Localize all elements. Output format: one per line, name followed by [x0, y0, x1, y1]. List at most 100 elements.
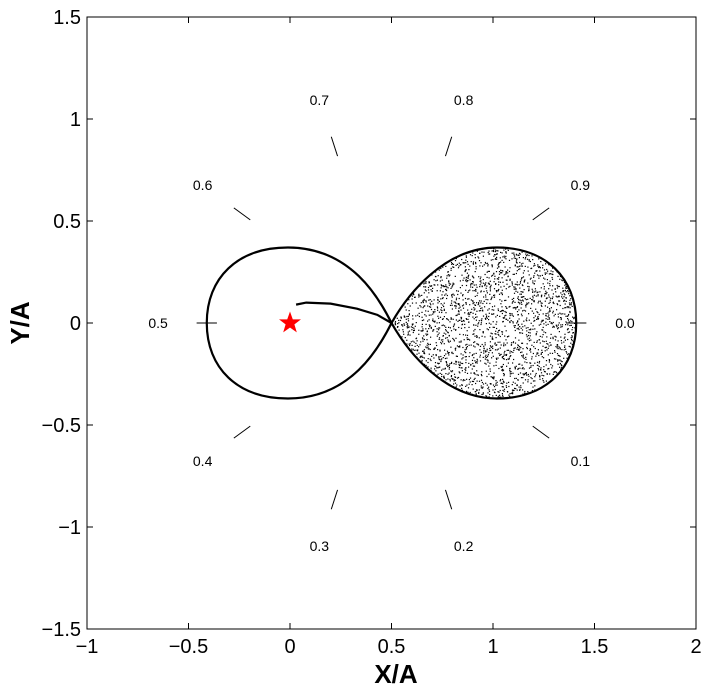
particle-dot — [427, 358, 429, 360]
particle-dot — [419, 344, 421, 346]
particle-dot — [514, 342, 517, 344]
particle-dot — [406, 323, 409, 325]
particle-dot — [545, 364, 547, 366]
particle-dot — [556, 284, 558, 287]
particle-dot — [522, 373, 524, 375]
particle-dot — [522, 262, 524, 264]
particle-dot — [418, 315, 420, 318]
particle-dot — [501, 252, 503, 254]
x-tick-label: 0 — [284, 636, 295, 658]
particle-dot — [544, 272, 546, 274]
particle-dot — [501, 356, 503, 358]
particle-dot — [561, 279, 563, 281]
particle-dot — [501, 386, 503, 388]
particle-dot — [467, 309, 469, 311]
particle-dot — [497, 308, 499, 310]
particle-dot — [534, 315, 536, 317]
particle-dot — [441, 373, 443, 375]
particle-dot — [527, 303, 529, 305]
particle-dot — [547, 270, 549, 272]
particle-dot — [500, 286, 502, 288]
particle-dot — [500, 310, 503, 312]
particle-dot — [460, 362, 462, 364]
particle-dot — [408, 343, 410, 345]
particle-dot — [415, 322, 417, 324]
particle-dot — [550, 307, 552, 309]
particle-dot — [466, 318, 468, 320]
particle-dot — [437, 307, 439, 309]
particle-dot — [548, 359, 551, 362]
particle-dot — [508, 335, 510, 337]
particle-dot — [496, 384, 498, 386]
particle-dot — [553, 302, 555, 305]
particle-dot — [427, 361, 429, 364]
particle-dot — [472, 286, 474, 288]
particle-dot — [548, 317, 550, 319]
particle-dot — [475, 362, 477, 364]
particle-dot — [452, 352, 454, 355]
particle-dot — [504, 350, 506, 352]
particle-dot — [564, 289, 566, 291]
particle-dot — [566, 287, 568, 289]
particle-dot — [437, 309, 439, 311]
particle-dot — [455, 347, 457, 349]
phase-label: 0.3 — [310, 538, 330, 554]
particle-dot — [473, 324, 475, 326]
particle-dot — [520, 332, 522, 334]
particle-dot — [427, 320, 429, 322]
particle-dot — [425, 315, 427, 317]
particle-dot — [526, 336, 528, 338]
particle-dot — [502, 281, 504, 283]
particle-dot — [446, 286, 448, 288]
particle-dot — [445, 333, 447, 335]
particle-dot — [433, 279, 435, 281]
particle-dot — [568, 293, 570, 295]
particle-dot — [508, 259, 511, 261]
particle-dot — [496, 358, 498, 360]
particle-dot — [477, 325, 479, 327]
particle-dot — [530, 373, 532, 375]
particle-dot — [530, 322, 532, 324]
particle-dot — [469, 254, 472, 256]
particle-dot — [530, 366, 532, 368]
particle-dot — [469, 352, 471, 354]
particle-dot — [476, 360, 479, 362]
particle-dot — [419, 356, 421, 359]
particle-dot — [522, 348, 524, 350]
particle-dot — [513, 257, 515, 259]
particle-dot — [426, 339, 428, 341]
particle-dot — [451, 300, 453, 302]
particle-dot — [542, 319, 544, 321]
particle-dot — [480, 387, 482, 389]
particle-dot — [478, 260, 481, 262]
particle-dot — [541, 356, 543, 358]
particle-dot — [526, 362, 528, 364]
particle-dot — [467, 276, 469, 278]
particle-dot — [533, 320, 535, 322]
particle-dot — [524, 279, 526, 281]
particle-dot — [515, 307, 517, 309]
particle-dot — [561, 294, 563, 296]
particle-dot — [532, 352, 534, 355]
particle-dot — [507, 269, 509, 271]
particle-dot — [551, 289, 553, 291]
particle-dot — [448, 326, 450, 328]
particle-dot — [478, 380, 481, 382]
particle-dot — [468, 269, 470, 271]
particle-dot — [473, 378, 475, 381]
particle-dot — [494, 254, 496, 256]
particle-dot — [502, 358, 505, 360]
particle-dot — [509, 355, 511, 358]
particle-dot — [440, 267, 442, 270]
particle-dot — [466, 280, 468, 282]
particle-dot — [457, 361, 460, 363]
particle-dot — [547, 323, 549, 325]
particle-dot — [441, 324, 443, 327]
particle-dot — [475, 284, 477, 286]
particle-dot — [523, 368, 525, 370]
particle-dot — [536, 311, 538, 313]
particle-dot — [534, 385, 536, 387]
particle-dot — [502, 389, 504, 391]
particle-dot — [487, 282, 489, 284]
particle-dot — [465, 385, 467, 387]
